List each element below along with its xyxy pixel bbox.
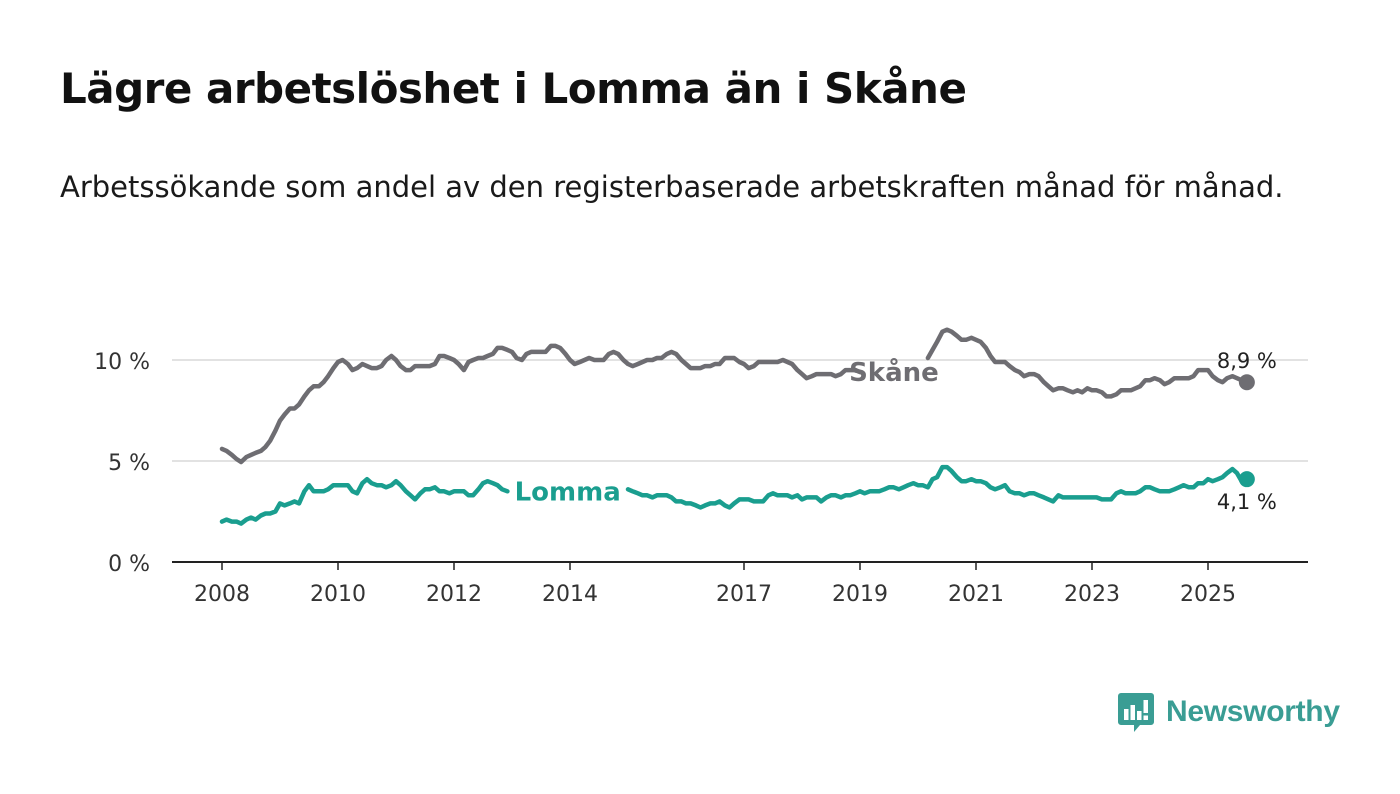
x-tick-label: 2010 [310, 582, 366, 607]
x-tick-label: 2012 [426, 582, 482, 607]
series-line-skåne [219, 343, 863, 465]
y-tick-label: 10 % [94, 350, 150, 375]
newsworthy-logo[interactable]: Newsworthy [1118, 690, 1340, 734]
x-tick-label: 2025 [1180, 582, 1236, 607]
chart-subtitle: Arbetssökande som andel av den registerb… [60, 170, 1284, 204]
gridlines [172, 359, 1308, 462]
newsworthy-logo-text: Newsworthy [1166, 695, 1340, 728]
series-labels: Skåne 8,9 % Lomma 4,1 % [515, 349, 1277, 514]
x-tick-label: 2014 [542, 582, 598, 607]
series-line-lomma [625, 464, 1250, 510]
series-label-skåne: Skåne [849, 356, 939, 388]
y-tick-label: 5 % [108, 451, 150, 476]
y-tick-label: 0 % [108, 552, 150, 577]
x-tick-label: 2008 [194, 582, 250, 607]
newsworthy-logo-icon [1118, 693, 1154, 732]
series-line-lomma [219, 476, 510, 526]
end-label-lomma: 4,1 % [1217, 490, 1277, 514]
x-tick-label: 2017 [716, 582, 772, 607]
x-axis: 2008 2010 2012 2014 2017 2019 2021 2023 2025 [172, 561, 1308, 607]
x-tick-label: 2023 [1064, 582, 1120, 607]
series-label-lomma: Lomma [515, 477, 621, 507]
end-point-lomma [1238, 471, 1255, 488]
end-point-skåne [1238, 374, 1255, 391]
series-lines [219, 327, 1255, 526]
end-label-skåne: 8,9 % [1217, 349, 1277, 373]
chart-title: Lägre arbetslöshet i Lomma än i Skåne [60, 64, 967, 113]
x-tick-label: 2021 [948, 582, 1004, 607]
series-line-skåne [925, 327, 1250, 399]
x-tick-label: 2019 [832, 582, 888, 607]
y-axis: 0 % 5 % 10 % [94, 350, 150, 577]
